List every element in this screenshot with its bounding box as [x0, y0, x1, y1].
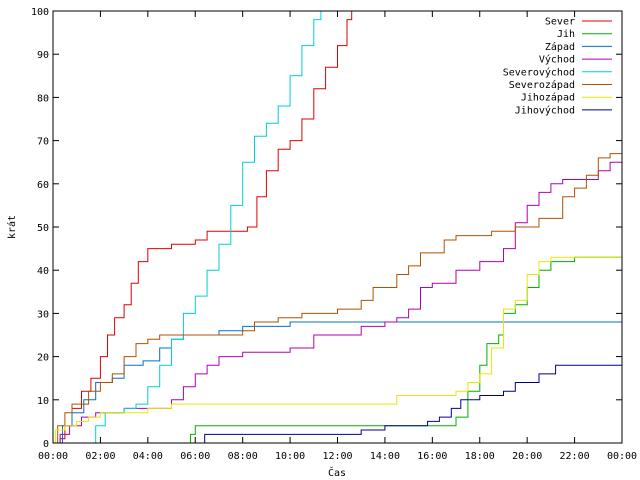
y-axis-label: krát	[6, 215, 18, 239]
axis-ticks: 0 10 20 30 40 50 60 70 80 90 100 00:00 02:00 04:00 06:…	[31, 7, 637, 462]
series-line-8	[53, 364, 622, 444]
x-tick-label: 00:00	[607, 451, 637, 462]
x-tick-label: 06:00	[180, 451, 210, 462]
series-lines	[53, 11, 623, 444]
x-tick-label: 12:00	[322, 451, 352, 462]
legend-label: Východ	[539, 54, 575, 66]
y-tick-label: 50	[37, 223, 49, 234]
series-line-5	[53, 11, 322, 444]
y-tick-label: 70	[37, 137, 49, 148]
x-tick-label: 04:00	[133, 451, 163, 462]
x-tick-label: 08:00	[228, 451, 258, 462]
x-tick-label: 22:00	[560, 451, 590, 462]
x-tick-label: 00:00	[38, 451, 68, 462]
x-tick-label: 18:00	[465, 451, 495, 462]
y-tick-label: 20	[37, 353, 49, 364]
legend-label: Sever	[545, 17, 575, 28]
y-tick-label: 40	[37, 266, 49, 277]
y-tick-label: 80	[37, 93, 49, 104]
legend-label: Jihozápad	[521, 92, 575, 104]
y-tick-label: 60	[37, 180, 49, 191]
x-axis-label: Čas	[328, 466, 346, 479]
legend-label: Severozápad	[509, 79, 575, 91]
x-tick-label: 14:00	[370, 451, 400, 462]
x-tick-label: 16:00	[417, 451, 447, 462]
legend-label: Západ	[545, 41, 575, 53]
y-tick-label: 90	[37, 50, 49, 61]
legend-label: Jihovýchod	[515, 104, 575, 116]
x-tick-label: 02:00	[85, 451, 115, 462]
x-tick-label: 20:00	[512, 451, 542, 462]
x-tick-label: 10:00	[275, 451, 305, 462]
legend: SeverJihZápadVýchodSeverovýchodSeverozáp…	[503, 17, 612, 116]
y-tick-label: 10	[37, 396, 49, 407]
legend-label: Severovýchod	[503, 66, 575, 78]
series-line-6	[53, 144, 623, 444]
series-line-7	[53, 256, 622, 444]
plot-frame	[52, 10, 623, 444]
y-tick-label: 100	[31, 7, 49, 18]
y-tick-label: 30	[37, 309, 49, 320]
legend-label: Jih	[557, 29, 575, 40]
series-line-3	[53, 321, 622, 444]
series-line-2	[53, 248, 623, 444]
y-tick-label: 0	[43, 439, 49, 450]
